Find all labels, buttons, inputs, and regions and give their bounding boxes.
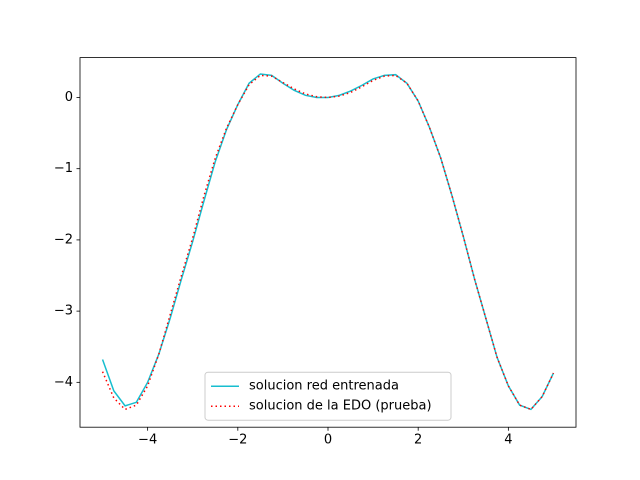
line-series [101, 73, 555, 411]
y-tick-label: −1 [54, 161, 73, 176]
x-tick-label: −4 [138, 433, 157, 448]
x-tick-label: 0 [324, 433, 332, 448]
plot-frame [79, 57, 577, 428]
y-tick-label: 0 [65, 90, 73, 105]
y-tick-label: −2 [54, 232, 73, 247]
line-series [101, 74, 555, 411]
legend-label: solucion red entrenada [249, 379, 399, 394]
x-tick-label: 4 [504, 433, 512, 448]
x-tick-label: 2 [414, 433, 422, 448]
legend-box [204, 371, 452, 421]
y-tick-label: −4 [54, 375, 73, 390]
x-tick-label: −2 [228, 433, 247, 448]
legend-label: solucion de la EDO (prueba) [249, 399, 432, 414]
y-tick-label: −3 [54, 304, 73, 319]
